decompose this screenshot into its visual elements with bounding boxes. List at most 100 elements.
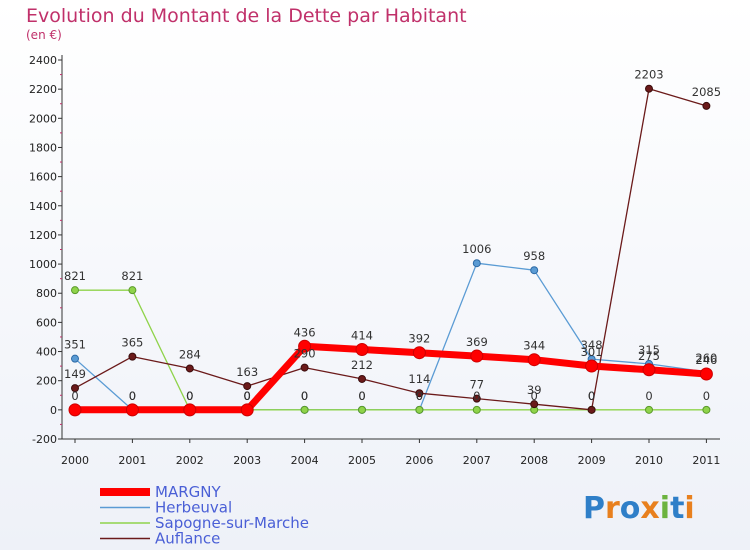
x-tick-label: 2000 [61,454,89,467]
data-label: 260 [695,351,717,365]
data-label: 0 [244,389,251,403]
legend: MARGNYHerbeuvalSapogne-sur-MarcheAuflanc… [100,483,309,548]
data-label: 0 [588,389,595,403]
data-point [642,363,656,377]
data-point [645,405,653,414]
logo-letter: r [605,491,620,526]
series-points [68,84,713,417]
x-tick-label: 2009 [578,454,606,467]
data-point [71,384,79,393]
y-tick-label: 400 [36,346,57,359]
data-label: 0 [301,389,308,403]
data-point [472,394,481,403]
series-lines [74,88,707,414]
data-point [243,382,252,391]
data-point [412,346,426,360]
data-label: 0 [588,389,595,403]
legend-label: MARGNY [155,483,221,501]
data-label: 39 [527,383,542,397]
x-tick-label: 2010 [635,454,663,467]
data-label: 365 [121,336,143,350]
data-label: 246 [695,353,717,367]
y-tick-label: 1600 [29,171,57,184]
data-label: 163 [236,365,258,379]
data-point [415,389,424,398]
data-label: 369 [466,335,488,349]
x-tick-label: 2006 [405,454,433,467]
data-point [300,363,309,372]
x-tick-label: 2003 [233,454,261,467]
data-label: 0 [301,389,308,403]
data-point [185,364,194,373]
series-line-sapogne-sur-marche [75,289,707,411]
data-point [527,353,541,367]
chart-subtitle: (en €) [26,28,62,42]
y-tick-label: 0 [50,404,57,417]
data-point [702,101,711,110]
y-tick-label: 1000 [29,258,57,271]
data-label: 0 [129,389,136,403]
logo-letter: i [684,491,694,526]
data-point [183,403,197,417]
data-label: 0 [416,389,423,403]
data-label: 315 [638,343,660,357]
data-label: 275 [638,349,660,363]
data-label: 77 [469,378,484,392]
data-point [68,403,82,417]
data-label: 1006 [462,242,491,256]
chart-title: Evolution du Montant de la Dette par Hab… [26,5,467,27]
y-tick-label: 1800 [29,141,57,154]
data-label: 2085 [692,85,721,99]
data-point [128,286,137,295]
data-label: 0 [473,389,480,403]
logo-letter: P [583,491,605,526]
data-label: 348 [581,338,603,352]
y-tick-label: 200 [36,375,57,388]
data-point [530,266,539,275]
logo-letter: o [620,491,641,526]
data-label: 958 [523,249,545,263]
data-point [699,367,713,381]
data-point [358,405,366,414]
x-tick-label: 2004 [291,454,319,467]
data-label: 212 [351,358,373,372]
data-label: 0 [703,389,710,403]
data-label: 0 [358,389,365,403]
point-labels: 0 0 0 0 436 414 392 369 344 301 275 246 351 0 0 0 0 0 0 100… [64,68,721,403]
data-label: 149 [64,367,86,381]
data-label: 392 [408,332,430,346]
data-point [415,405,424,414]
y-tick-label: 1400 [29,200,57,213]
series-line-margny [75,342,707,414]
data-point [128,352,137,361]
data-label: 0 [645,389,652,403]
data-label: 114 [408,372,430,386]
x-tick-label: 2005 [348,454,376,467]
data-point [702,405,711,414]
data-label: 2203 [634,68,663,82]
logo-text: Proxiti [583,491,695,526]
y-tick-label: 2400 [29,54,57,67]
data-label: 0 [416,389,423,403]
legend-label: Sapogne-sur-Marche [155,514,309,532]
data-point [298,339,312,353]
y-tick-label: 2000 [29,112,57,125]
series-line-herbeuval [74,262,707,411]
data-label: 0 [71,389,78,403]
data-label: 344 [523,339,545,353]
data-label: 0 [186,389,193,403]
series-line-auflance [74,88,707,411]
data-label: 284 [179,347,201,361]
axes: -200020040060080010001200140016001800200… [29,54,720,467]
data-point [300,405,309,414]
data-label: 0 [129,389,136,403]
data-point [585,359,599,373]
y-tick-label: 600 [36,316,57,329]
data-label: 0 [244,389,251,403]
data-point [355,342,369,356]
legend-label: Herbeuval [155,499,232,517]
data-point [470,349,484,363]
data-label: 0 [186,389,193,403]
data-label: 301 [581,345,603,359]
logo-letter: x [640,491,659,526]
